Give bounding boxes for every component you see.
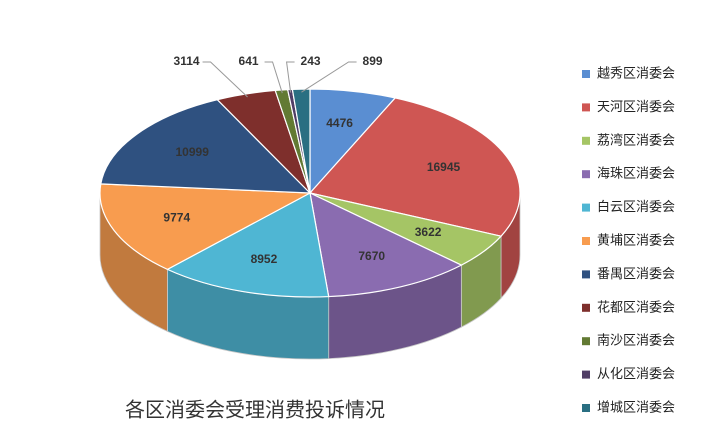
legend-swatch xyxy=(582,337,590,346)
legend-label: 增城区消委会 xyxy=(597,401,675,416)
value-label: 243 xyxy=(301,54,321,68)
legend-swatch xyxy=(582,370,590,379)
labels: 4476 16945 3622 7670 8952 9774 10999 3114 641 243… xyxy=(163,54,460,266)
legend-swatch xyxy=(582,103,590,112)
slice xyxy=(100,99,312,194)
value-label: 899 xyxy=(363,54,383,68)
slice xyxy=(99,183,313,271)
slice xyxy=(309,191,463,298)
chart-title: 各区消委会受理消费投诉情况 xyxy=(125,398,385,422)
legend-label: 番禺区消委会 xyxy=(597,267,675,282)
value-label: 16945 xyxy=(427,160,461,174)
legend-swatch xyxy=(582,70,590,78)
legend-label: 海珠区消委会 xyxy=(597,167,675,182)
value-label: 3114 xyxy=(174,54,200,68)
legend-label: 荔湾区消委会 xyxy=(597,132,675,148)
value-label: 10999 xyxy=(176,145,210,159)
value-label: 9774 xyxy=(163,211,190,225)
sides xyxy=(99,192,521,360)
legend-label: 白云区消委会 xyxy=(597,199,675,215)
leader-line xyxy=(301,61,357,93)
value-label: 4476 xyxy=(326,116,353,130)
legend-label: 黄埔区消委会 xyxy=(597,234,675,249)
legend-label: 天河区消委会 xyxy=(597,100,675,115)
legend-swatch xyxy=(582,237,590,245)
slice xyxy=(166,192,330,298)
legend-label: 从化区消委会 xyxy=(597,367,675,382)
legend-swatch xyxy=(582,404,590,412)
legend-swatch xyxy=(582,270,590,279)
slice xyxy=(308,97,521,237)
legend-label: 花都区消委会 xyxy=(597,299,675,315)
legend-swatch xyxy=(582,203,590,212)
tops xyxy=(99,88,521,298)
leader-line xyxy=(264,61,283,94)
legend-swatch xyxy=(582,170,590,179)
leader-line xyxy=(202,61,248,98)
value-label: 3622 xyxy=(415,225,442,239)
legend-label: 越秀区消委会 xyxy=(597,67,675,82)
slice xyxy=(291,88,311,194)
leader-line xyxy=(285,61,295,93)
legend-label: 南沙区消委会 xyxy=(597,333,675,349)
value-label: 8952 xyxy=(251,252,278,266)
value-label: 641 xyxy=(239,54,259,68)
legend-swatch xyxy=(582,303,590,312)
value-label: 7670 xyxy=(358,249,385,263)
legend-swatch xyxy=(582,136,590,145)
